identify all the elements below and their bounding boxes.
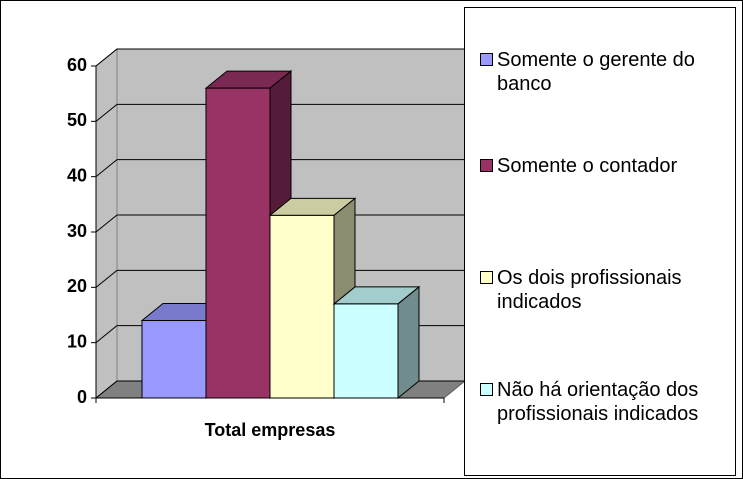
legend-label: Não há orientação dos profissionais indi… — [497, 379, 699, 425]
legend-entry: Somente o contador — [480, 154, 731, 178]
bar-front — [269, 214, 335, 399]
y-tick-label: 60 — [67, 55, 87, 75]
legend: Somente o gerente do banco Somente o cont… — [464, 7, 736, 476]
grid-line — [95, 48, 465, 67]
legend-swatch — [480, 383, 493, 396]
legend-entry: Não há orientação dos profissionais indi… — [480, 378, 731, 426]
bar-side — [397, 285, 420, 400]
y-tick-label: 50 — [67, 110, 87, 130]
bar-front — [333, 303, 399, 399]
bar — [332, 285, 421, 400]
legend-label: Somente o contador — [497, 155, 678, 177]
x-tick-label: Total empresas — [205, 420, 336, 440]
legend-entry: Somente o gerente do banco — [480, 48, 731, 96]
y-tick-label: 20 — [67, 276, 87, 296]
legend-swatch — [480, 159, 493, 172]
bar-front — [141, 320, 207, 399]
y-tick-label: 10 — [67, 331, 87, 351]
bar-front — [205, 87, 271, 399]
y-tick-label: 30 — [67, 221, 87, 241]
legend-label: Somente o gerente do banco — [497, 49, 695, 95]
legend-swatch — [480, 271, 493, 284]
y-tick-label: 0 — [77, 387, 87, 407]
legend-swatch — [480, 53, 493, 66]
grid-line — [95, 103, 465, 122]
legend-label: Os dois profissionais indicados — [497, 267, 682, 313]
legend-entry: Os dois profissionais indicados — [480, 266, 731, 314]
grid-line — [95, 159, 465, 178]
y-tick-label: 40 — [67, 165, 87, 185]
